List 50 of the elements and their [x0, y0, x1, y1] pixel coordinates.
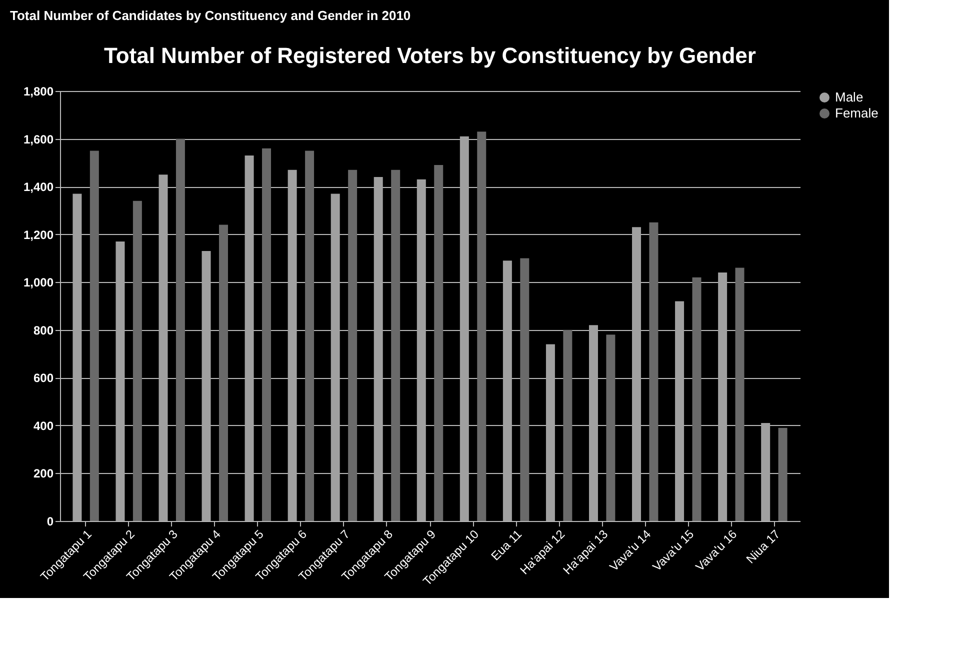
bar	[132, 200, 142, 521]
bar	[460, 136, 469, 521]
bar	[778, 428, 788, 521]
bar	[606, 334, 616, 521]
bar	[546, 344, 555, 521]
bar	[520, 258, 530, 521]
y-tick-label: 1,600	[23, 132, 54, 146]
bar	[262, 148, 272, 521]
bar	[434, 165, 444, 521]
bar	[502, 260, 512, 521]
bar	[348, 170, 358, 521]
legend-label: Female	[835, 106, 878, 120]
bar	[675, 301, 684, 521]
y-tick-label: 0	[46, 514, 54, 528]
bar	[330, 194, 340, 521]
bar	[692, 277, 702, 521]
x-tick-label: Niua 17	[744, 526, 783, 566]
bar	[649, 222, 658, 521]
y-tick-label: 400	[33, 418, 54, 433]
y-tick-label: 800	[33, 323, 54, 338]
y-tick-label: 1,000	[23, 276, 54, 290]
bar	[588, 325, 598, 521]
bar	[90, 150, 99, 521]
bar	[72, 194, 82, 521]
bar	[391, 170, 400, 521]
y-tick-label: 200	[33, 466, 54, 481]
bar	[761, 423, 770, 521]
bar	[288, 170, 297, 521]
text: Total Number of Candidates by Constituency and Gender in 2010	[10, 8, 411, 23]
bar	[116, 242, 125, 521]
bar	[158, 174, 168, 521]
y-tick-label: 1,200	[23, 228, 54, 242]
bar	[416, 179, 426, 521]
bar	[244, 156, 254, 521]
y-tick-label: 1,800	[23, 84, 54, 98]
legend-label: Male	[835, 90, 864, 104]
bar	[563, 330, 572, 521]
bar	[176, 138, 185, 521]
y-tick-label: 600	[33, 371, 54, 386]
bar	[735, 268, 744, 521]
bar	[477, 132, 486, 521]
chart-title: Total Number of Registered Voters by Constituency by Gender	[104, 43, 756, 68]
bar	[632, 227, 642, 521]
bar	[718, 272, 728, 521]
bar	[218, 224, 228, 521]
bar	[305, 150, 314, 521]
bar	[202, 251, 211, 521]
bar	[374, 177, 383, 521]
y-tick-label: 1,400	[23, 180, 54, 194]
x-tick-label: Eua 11	[488, 526, 525, 564]
